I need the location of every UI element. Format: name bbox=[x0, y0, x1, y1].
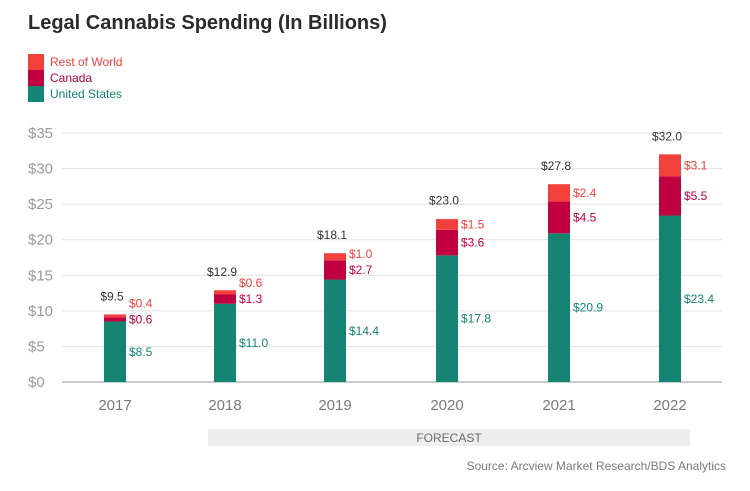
bar-segment bbox=[659, 215, 681, 382]
segment-value-label: $23.4 bbox=[684, 292, 714, 306]
total-label: $32.0 bbox=[652, 129, 682, 143]
segment-value-label: $11.0 bbox=[239, 336, 268, 350]
segment-value-label: $2.4 bbox=[573, 186, 597, 200]
bar-segment bbox=[548, 201, 570, 234]
legend: Rest of World Canada United States bbox=[28, 54, 122, 102]
bar-segment bbox=[436, 255, 458, 382]
segment-value-label: $2.7 bbox=[349, 263, 373, 277]
legend-item-canada: Canada bbox=[28, 70, 122, 86]
bar-segment bbox=[324, 253, 346, 261]
forecast-band bbox=[208, 429, 690, 446]
legend-swatch-rest-of-world bbox=[28, 54, 44, 70]
legend-label-canada: Canada bbox=[50, 71, 93, 85]
total-label: $9.5 bbox=[100, 289, 124, 303]
bar-segment bbox=[548, 233, 570, 382]
y-tick-label: $35 bbox=[28, 125, 53, 142]
bar-segment bbox=[214, 290, 236, 295]
segment-value-label: $1.3 bbox=[239, 292, 263, 306]
x-tick-label: 2019 bbox=[318, 397, 351, 414]
segment-value-label: $3.1 bbox=[684, 158, 708, 172]
segment-value-label: $8.5 bbox=[129, 345, 153, 359]
bar-segment bbox=[436, 219, 458, 230]
y-tick-label: $20 bbox=[28, 232, 53, 249]
total-label: $27.8 bbox=[541, 159, 571, 173]
source-note: Source: Arcview Market Research/BDS Anal… bbox=[466, 459, 726, 473]
bar-segment bbox=[324, 279, 346, 382]
bar-segment bbox=[214, 303, 236, 382]
x-tick-label: 2018 bbox=[208, 397, 241, 414]
total-label: $12.9 bbox=[207, 265, 237, 279]
x-tick-label: 2021 bbox=[542, 397, 575, 414]
bar-segment bbox=[324, 260, 346, 280]
legend-swatch-canada bbox=[28, 70, 44, 86]
total-label: $18.1 bbox=[317, 228, 347, 242]
legend-swatch-united-states bbox=[28, 86, 44, 102]
segment-value-label: $1.0 bbox=[349, 247, 373, 261]
bar-segment bbox=[659, 154, 681, 177]
segment-value-label: $14.4 bbox=[349, 324, 379, 338]
bar-segment bbox=[436, 229, 458, 256]
segment-value-label: $0.4 bbox=[129, 296, 153, 310]
segment-value-label: $0.6 bbox=[129, 312, 153, 326]
legend-item-united-states: United States bbox=[28, 86, 122, 102]
y-tick-label: $30 bbox=[28, 161, 53, 178]
segment-value-label: $17.8 bbox=[461, 312, 491, 326]
legend-label-rest-of-world: Rest of World bbox=[50, 55, 123, 69]
bar-segment bbox=[104, 317, 126, 322]
y-tick-label: $5 bbox=[28, 338, 45, 355]
segment-value-label: $1.5 bbox=[461, 217, 485, 231]
segment-value-label: $0.6 bbox=[239, 276, 263, 290]
total-label: $23.0 bbox=[429, 193, 459, 207]
forecast-label: FORECAST bbox=[416, 431, 482, 445]
bar-segment bbox=[659, 176, 681, 216]
bar-segment bbox=[548, 184, 570, 202]
y-tick-label: $25 bbox=[28, 196, 53, 213]
bar-segment bbox=[104, 314, 126, 318]
segment-value-label: $4.5 bbox=[573, 210, 597, 224]
y-tick-label: $10 bbox=[28, 303, 53, 320]
y-tick-label: $15 bbox=[28, 267, 53, 284]
legend-label-united-states: United States bbox=[50, 87, 123, 101]
chart-title: Legal Cannabis Spending (In Billions) bbox=[28, 12, 387, 34]
legend-item-rest-of-world: Rest of World bbox=[28, 54, 122, 70]
x-tick-label: 2017 bbox=[98, 397, 131, 414]
segment-value-label: $3.6 bbox=[461, 236, 485, 250]
segment-value-label: $5.5 bbox=[684, 189, 708, 203]
x-tick-label: 2020 bbox=[430, 397, 463, 414]
segment-value-label: $20.9 bbox=[573, 301, 603, 315]
bar-segment bbox=[104, 321, 126, 382]
y-tick-label: $0 bbox=[28, 374, 45, 391]
x-tick-label: 2022 bbox=[653, 397, 686, 414]
bar-segment bbox=[214, 294, 236, 304]
